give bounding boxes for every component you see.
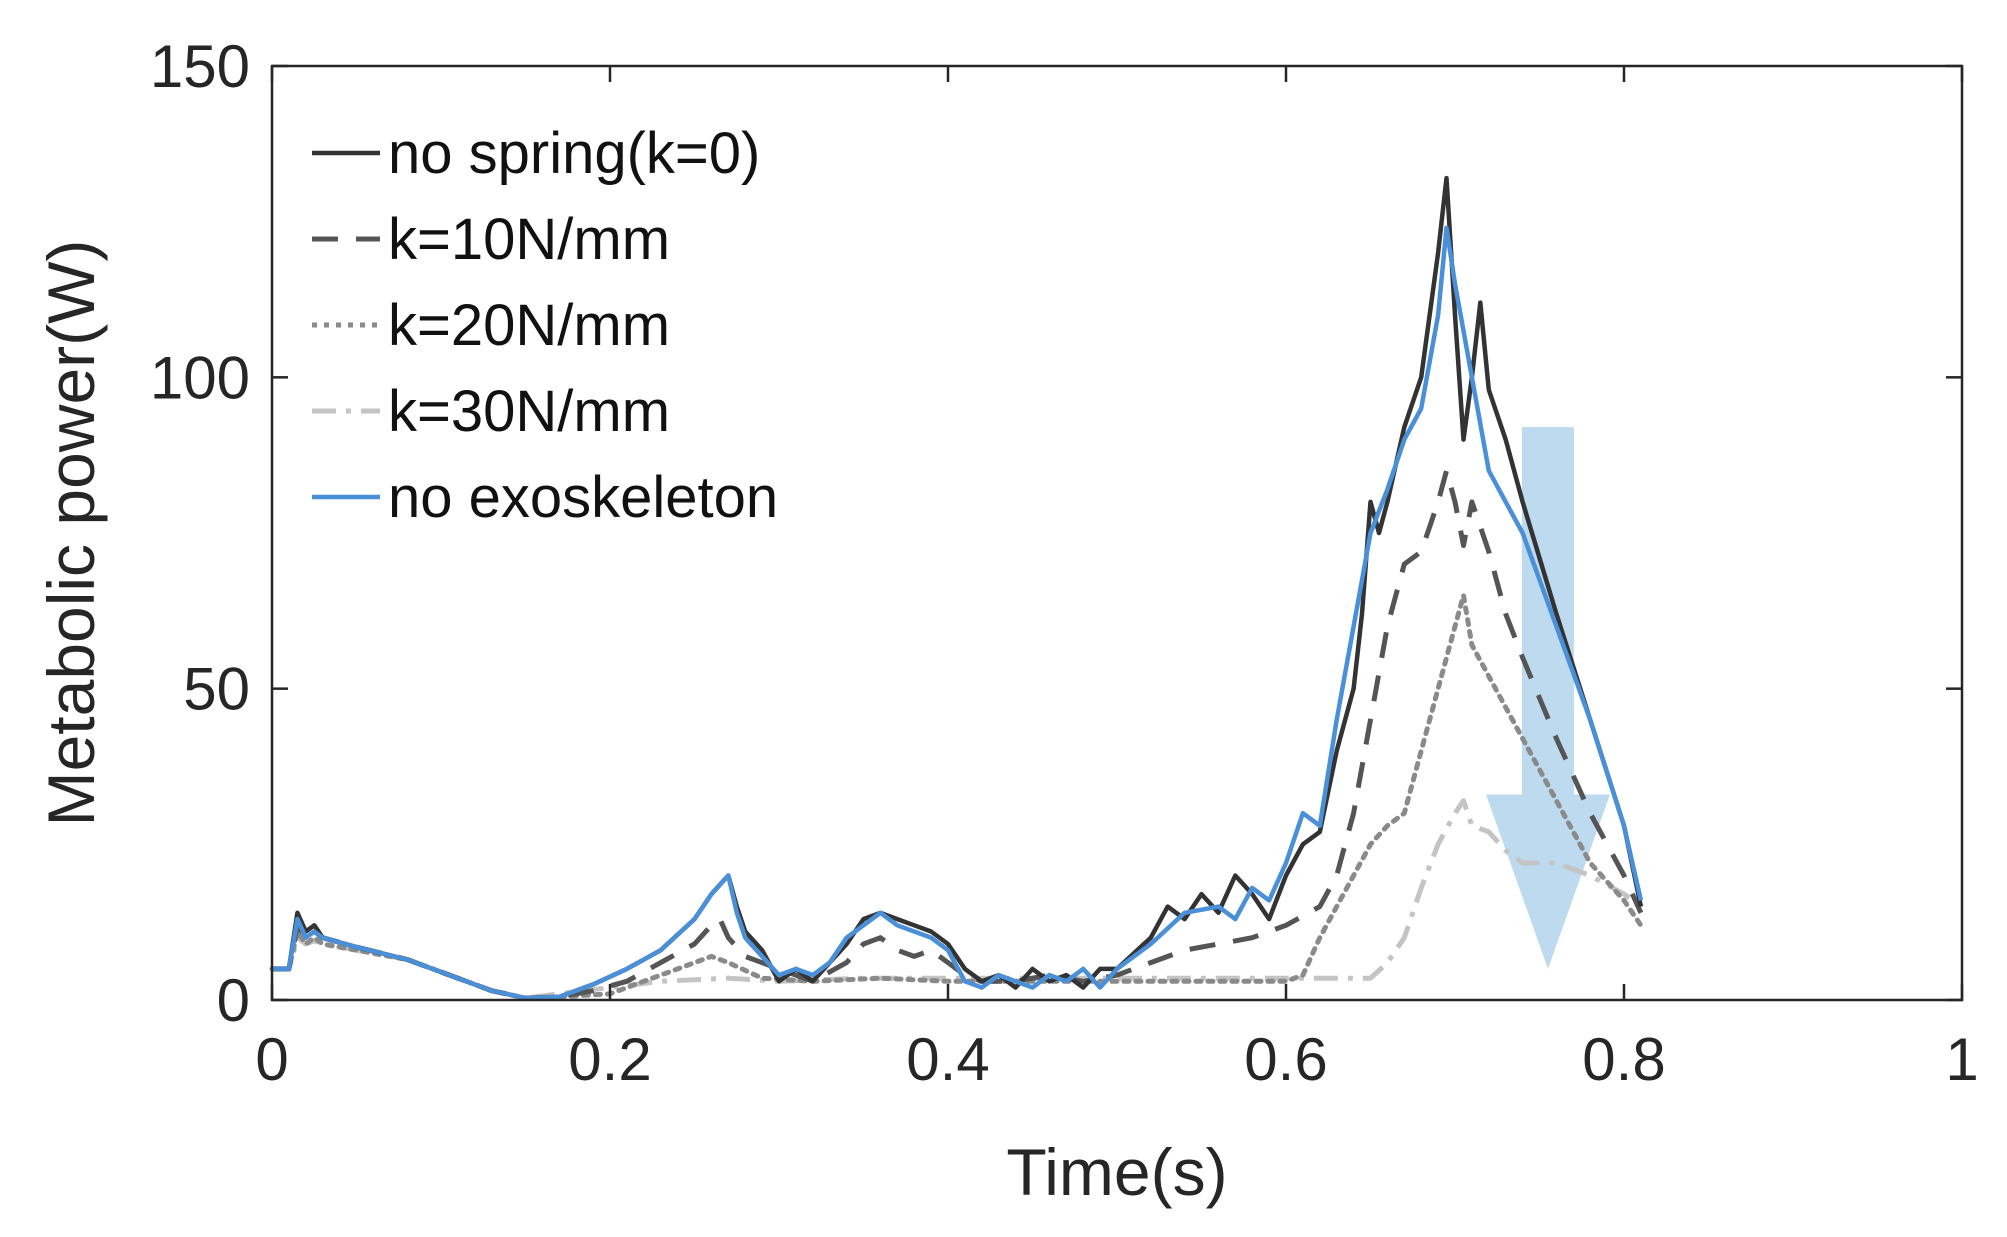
legend-label-3: k=30N/mm bbox=[388, 379, 670, 444]
series-layer bbox=[269, 175, 1644, 1001]
plot-frame bbox=[270, 64, 1964, 1002]
legend: no spring(k=0) k=10N/mm k=20N/mm k=30N/mm no… bbox=[312, 121, 778, 530]
x-tick-label: 0.4 bbox=[906, 1026, 989, 1093]
y-tick-label: 0 bbox=[217, 967, 250, 1034]
y-tick-label: 100 bbox=[150, 344, 250, 411]
annotation-layer bbox=[1485, 427, 1610, 969]
x-tick-label: 0 bbox=[255, 1026, 288, 1093]
arrow-head bbox=[1485, 794, 1610, 969]
axes-layer: 0 0.2 0.4 0.6 0.8 1 0 50 100 150 Time(s) Metabolic … bbox=[34, 33, 1979, 1209]
series-line-1 bbox=[272, 468, 1644, 1001]
legend-label-2: k=20N/mm bbox=[388, 293, 670, 358]
x-tick-label: 1 bbox=[1945, 1026, 1978, 1093]
x-tick-label: 0.6 bbox=[1244, 1026, 1327, 1093]
y-tick-label: 50 bbox=[183, 656, 250, 723]
y-axis-label: Metabolic power(W) bbox=[34, 240, 108, 827]
arrow-shaft bbox=[1521, 427, 1574, 795]
y-tick-label: 150 bbox=[150, 33, 250, 100]
x-tick-label: 0.8 bbox=[1582, 1026, 1665, 1093]
legend-label-1: k=10N/mm bbox=[388, 207, 670, 272]
x-tick-label: 0.2 bbox=[568, 1026, 651, 1093]
legend-label-4: no exoskeleton bbox=[388, 465, 778, 530]
series-line-4 bbox=[272, 225, 1644, 1001]
x-axis-label: Time(s) bbox=[1006, 1135, 1227, 1209]
legend-label-0: no spring(k=0) bbox=[388, 121, 760, 186]
series-line-2 bbox=[269, 592, 1644, 1001]
